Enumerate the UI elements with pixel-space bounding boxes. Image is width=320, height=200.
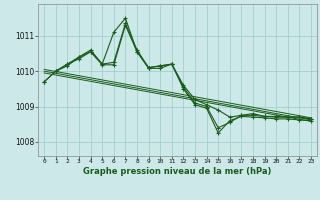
X-axis label: Graphe pression niveau de la mer (hPa): Graphe pression niveau de la mer (hPa) [84, 167, 272, 176]
